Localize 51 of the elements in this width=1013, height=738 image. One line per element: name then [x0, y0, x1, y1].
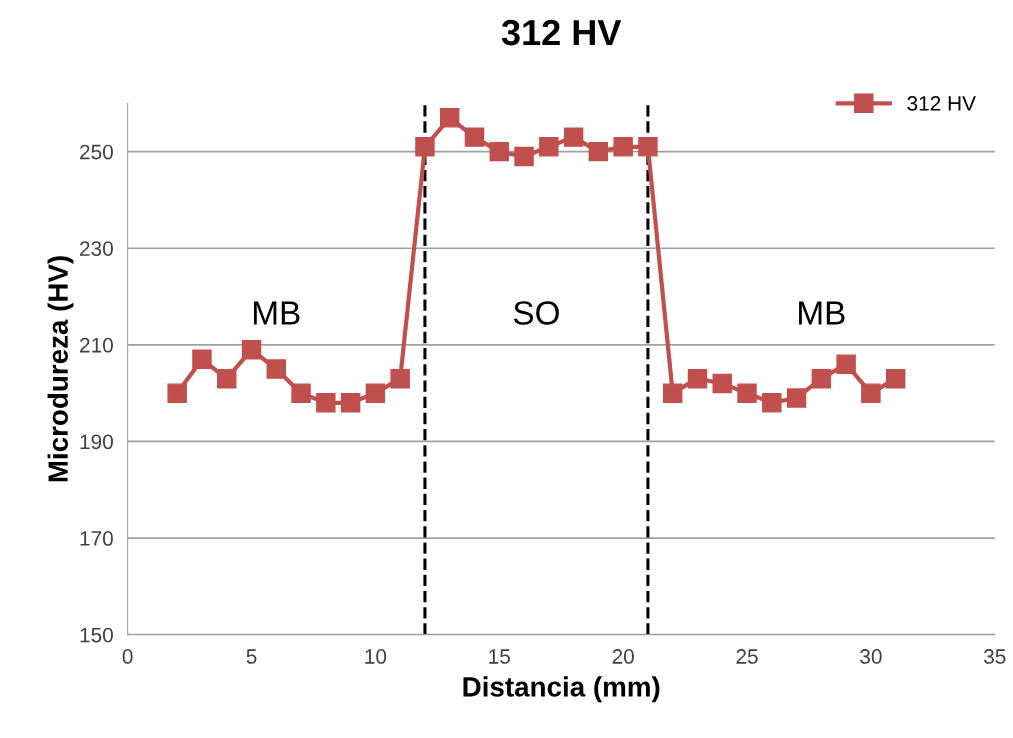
point	[266, 359, 287, 379]
point	[563, 127, 584, 147]
point	[415, 137, 435, 157]
annotation: MB	[254, 301, 300, 325]
x-tick-label: 35	[983, 649, 1006, 664]
y-tick-label: 170	[80, 531, 113, 546]
point	[737, 383, 757, 403]
point	[613, 137, 633, 157]
point	[217, 368, 237, 389]
point	[514, 146, 534, 167]
point	[167, 383, 187, 403]
annotation: SO	[513, 301, 559, 325]
x-tick-label: 30	[860, 649, 882, 664]
legend-label: 312 HV	[907, 96, 976, 111]
point	[241, 339, 262, 360]
y-tick-label: 190	[80, 434, 113, 450]
point	[390, 368, 410, 389]
x-tick-label: 0	[122, 649, 133, 664]
point	[712, 373, 732, 394]
x-tick-label: 25	[736, 649, 758, 664]
point	[662, 383, 683, 403]
point	[464, 127, 485, 147]
chart-title: 312 HV	[501, 19, 622, 46]
point	[291, 383, 311, 403]
point	[340, 393, 361, 413]
point	[861, 383, 881, 403]
point	[588, 141, 609, 162]
x-axis-title: Distancia (mm)	[463, 676, 660, 703]
y-tick-label: 250	[80, 144, 113, 160]
point	[786, 388, 807, 408]
point	[836, 354, 856, 374]
point	[762, 393, 782, 413]
x-tick-label: 5	[246, 649, 257, 664]
point	[811, 368, 832, 389]
x-tick-label: 10	[365, 649, 387, 664]
point	[638, 137, 658, 157]
point	[687, 368, 708, 389]
point	[365, 383, 386, 403]
point	[885, 368, 906, 389]
point	[316, 393, 336, 413]
x-tick-label: 20	[612, 649, 634, 664]
point	[489, 141, 509, 162]
y-tick-label: 210	[80, 337, 113, 353]
y-axis-title: Microdureza (HV)	[47, 256, 74, 482]
point	[439, 108, 460, 128]
x-tick-label: 15	[489, 649, 510, 664]
y-tick-label: 230	[80, 241, 113, 256]
point	[192, 349, 212, 370]
y-tick-label: 150	[80, 627, 113, 643]
point	[539, 137, 559, 157]
annotation: MB	[799, 301, 845, 325]
